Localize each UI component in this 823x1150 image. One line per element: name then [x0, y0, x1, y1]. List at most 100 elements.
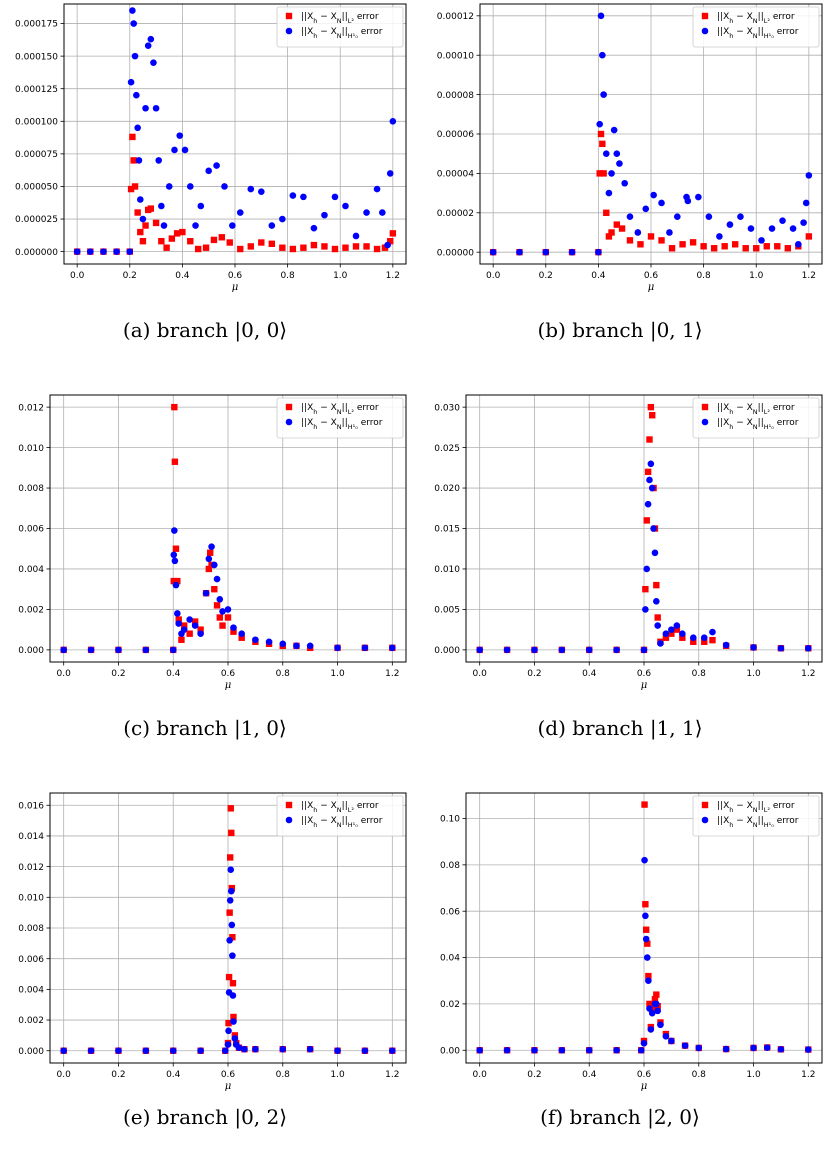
x-tick-label: 0.8: [692, 1070, 707, 1080]
data-point-circle: [142, 646, 150, 654]
caption-b: (b) branch |0, 1⟩: [537, 318, 703, 342]
data-point-square: [389, 230, 397, 237]
data-point-square: [300, 244, 307, 251]
data-point-square: [653, 991, 660, 998]
data-point-circle: [657, 1021, 664, 1029]
legend-box: [692, 397, 820, 439]
data-point-circle: [605, 189, 613, 197]
legend-text: ||Xh − XN||H¹₀ error: [717, 27, 799, 40]
data-point-square: [310, 241, 318, 249]
data-point-circle: [657, 640, 664, 647]
data-point-circle: [224, 606, 232, 613]
data-point-circle: [171, 527, 178, 534]
data-point-square: [679, 241, 686, 248]
x-tick-label: 0.0: [57, 1070, 72, 1080]
data-point-square: [225, 1019, 232, 1027]
y-tick-label: 0.000025: [15, 215, 58, 225]
y-tick-label: 0.02: [440, 1000, 460, 1010]
data-point-circle: [531, 646, 538, 654]
data-point-square: [690, 638, 697, 645]
data-point-circle: [805, 172, 813, 179]
data-point-circle: [476, 646, 483, 654]
data-point-square: [597, 130, 605, 138]
x-tick-label: 0.4: [582, 669, 597, 679]
data-point-circle: [716, 233, 723, 240]
data-point-circle: [389, 644, 396, 652]
data-point-circle: [279, 640, 287, 648]
x-tick-label: 0.2: [527, 669, 541, 679]
legend-marker-square: [701, 801, 709, 809]
caption-a: (a) branch |0, 0⟩: [122, 318, 288, 342]
data-point-circle: [147, 35, 155, 43]
x-tick-label: 0.8: [696, 271, 711, 281]
y-tick-label: 0.005: [434, 606, 460, 616]
data-point-circle: [60, 1047, 67, 1055]
data-point-square: [647, 403, 655, 411]
data-point-circle: [133, 91, 140, 99]
data-point-circle: [186, 183, 194, 190]
y-tick-label: 0.010: [18, 444, 44, 454]
data-point-circle: [516, 248, 523, 256]
data-point-circle: [130, 20, 138, 27]
legend-box: [692, 6, 820, 48]
legend-marker-square: [701, 12, 709, 20]
data-point-square: [219, 622, 226, 629]
data-point-square: [643, 517, 650, 524]
y-tick-label: 0.010: [18, 894, 44, 904]
data-point-circle: [608, 170, 615, 177]
data-point-circle: [226, 897, 234, 904]
data-point-square: [646, 1000, 653, 1008]
data-point-square: [642, 926, 650, 933]
legend: ||Xh − XN||L² error ||Xh − XN||H¹₀ error: [692, 397, 820, 439]
data-point-square: [226, 854, 234, 861]
data-point-circle: [361, 644, 369, 652]
data-point-circle: [650, 191, 657, 199]
data-point-square: [237, 245, 244, 253]
data-point-square: [226, 239, 233, 246]
data-point-circle: [228, 921, 236, 929]
legend-marker-circle: [701, 418, 709, 426]
y-tick-label: 0.010: [434, 565, 460, 575]
data-point-square: [689, 239, 697, 246]
data-point-circle: [662, 630, 670, 637]
x-tick-label: 0.2: [111, 669, 125, 679]
y-tick-label: 0.025: [434, 444, 460, 454]
data-point-circle: [768, 225, 776, 232]
data-point-circle: [668, 626, 675, 633]
y-tick-label: 0.000150: [15, 52, 58, 62]
x-axis-label: μ: [641, 680, 648, 691]
data-point-circle: [197, 630, 204, 637]
data-points: [60, 805, 396, 1055]
x-tick-label: 0.2: [539, 271, 553, 281]
x-tick-label: 0.6: [221, 669, 236, 679]
legend-box: [692, 795, 820, 837]
data-point-circle: [181, 146, 189, 154]
x-tick-label: 1.0: [330, 1070, 345, 1080]
y-tick-label: 0.000: [18, 1047, 44, 1057]
y-tick-label: 0.00006: [437, 130, 474, 140]
data-point-square: [646, 436, 653, 443]
x-tick-label: 1.0: [333, 271, 348, 281]
data-point-square: [152, 219, 160, 227]
x-axis-label: μ: [232, 282, 239, 293]
data-point-square: [216, 614, 223, 621]
data-point-circle: [613, 1046, 620, 1054]
data-point-square: [387, 237, 394, 245]
data-point-circle: [265, 638, 273, 646]
data-point-circle: [226, 936, 233, 944]
data-point-square: [651, 996, 659, 1003]
series-1: [476, 856, 812, 1054]
data-point-square: [654, 614, 661, 621]
data-point-circle: [229, 952, 236, 959]
data-point-circle: [531, 1046, 538, 1054]
data-point-circle: [379, 209, 386, 216]
data-point-square: [637, 241, 644, 248]
data-point-circle: [229, 992, 237, 999]
data-point-square: [653, 581, 660, 589]
x-tick-label: 0.4: [166, 669, 181, 679]
data-point-circle: [679, 630, 686, 637]
data-point-circle: [87, 1047, 95, 1055]
data-point-circle: [331, 193, 339, 201]
data-point-circle: [750, 644, 757, 651]
x-tick-label: 1.2: [802, 271, 816, 281]
